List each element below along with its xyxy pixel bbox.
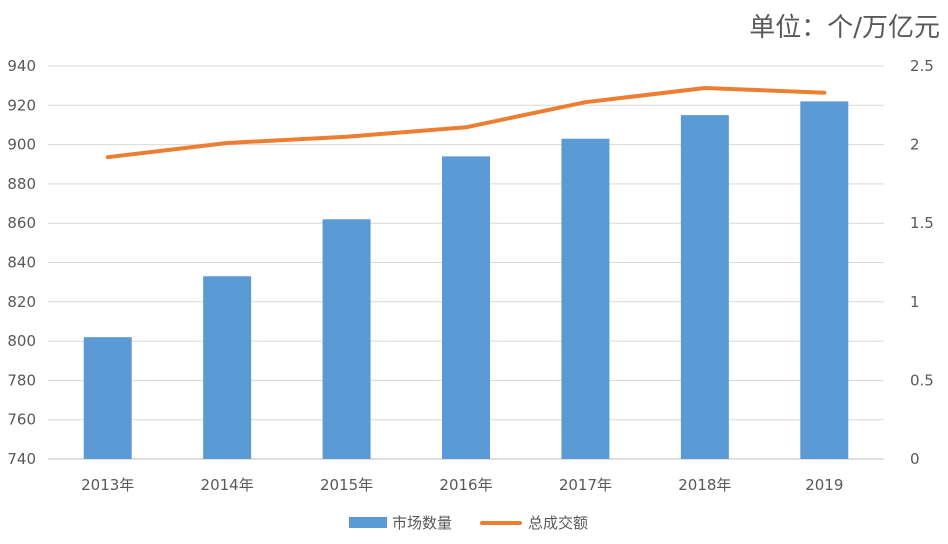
- x-axis: 2013年 2014年 2015年 2016年 2017年 2018年 2019: [81, 476, 843, 494]
- bar: [83, 337, 132, 459]
- x-tick-label: 2014年: [201, 476, 254, 494]
- left-tick-label: 860: [7, 214, 36, 232]
- right-tick-label: 1: [910, 293, 920, 311]
- right-tick-label: 0.5: [910, 371, 934, 389]
- x-tick-label: 2018年: [678, 476, 731, 494]
- bar: [561, 138, 610, 459]
- line-series: [105, 86, 827, 160]
- left-tick-label: 820: [7, 293, 36, 311]
- bar: [680, 115, 729, 459]
- right-tick-label: 2.5: [910, 57, 934, 75]
- x-tick-label: 2015年: [320, 476, 373, 494]
- right-axis: 0 0.5 1 1.5 2 2.5: [910, 57, 934, 468]
- bar-series: [83, 101, 849, 460]
- legend-bar-swatch: [349, 517, 387, 528]
- legend-line-label: 总成交额: [528, 514, 588, 532]
- left-tick-label: 740: [7, 450, 36, 468]
- left-tick-label: 760: [7, 411, 36, 429]
- right-tick-label: 1.5: [910, 214, 934, 232]
- left-tick-label: 800: [7, 332, 36, 350]
- bar: [322, 219, 371, 459]
- left-tick-label: 880: [7, 175, 36, 193]
- left-tick-label: 920: [7, 96, 36, 114]
- left-tick-label: 780: [7, 371, 36, 389]
- left-tick-label: 840: [7, 254, 36, 272]
- right-tick-label: 0: [910, 450, 920, 468]
- x-tick-label: 2013年: [81, 476, 134, 494]
- unit-label: 单位：个/万亿元: [749, 13, 940, 43]
- right-tick-label: 2: [910, 136, 920, 154]
- bar: [203, 276, 252, 459]
- legend: 市场数量 总成交额: [349, 514, 588, 532]
- bar: [800, 101, 849, 460]
- left-tick-label: 900: [7, 136, 36, 154]
- bar: [442, 156, 490, 459]
- legend-bar-label: 市场数量: [392, 514, 452, 532]
- left-axis: 740 760 780 800 820 840 860 880 900 920 940: [7, 57, 36, 468]
- x-tick-label: 2019: [805, 476, 843, 494]
- left-tick-label: 940: [7, 57, 36, 75]
- x-tick-label: 2017年: [559, 476, 612, 494]
- x-tick-label: 2016年: [439, 476, 492, 494]
